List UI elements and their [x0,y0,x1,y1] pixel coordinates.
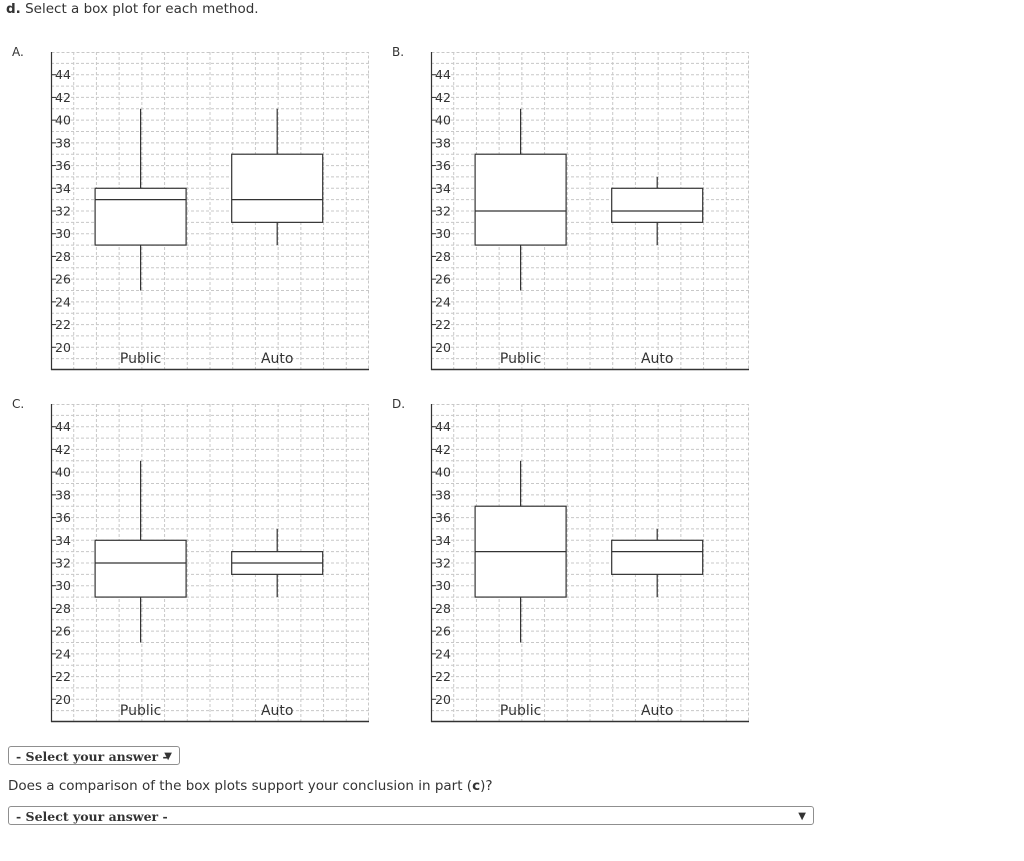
iqr-box [94,539,187,598]
question-text: Select a box plot for each method. [20,1,259,17]
box-auto [611,528,704,598]
y-tick-label: 44 [435,67,451,82]
y-tick-label: 30 [435,578,451,593]
y-tick-label: 38 [435,487,451,502]
y-tick-label: 34 [435,181,451,196]
comparison-question-end: )? [480,778,493,794]
option-d-label: D. [392,397,406,411]
y-tick-label: 36 [55,158,71,173]
y-tick-label: 28 [55,601,71,616]
y-tick-label: 42 [55,90,71,105]
y-tick-label: 26 [55,272,71,287]
box-public [474,460,567,643]
box-auto [231,528,324,598]
y-tick-label: 34 [55,533,71,548]
x-category-label: Auto [641,351,674,367]
y-tick-label: 40 [55,113,71,128]
y-tick-label: 20 [55,692,71,707]
y-tick-label: 40 [435,465,451,480]
y-tick-label: 24 [55,646,71,661]
x-category-label: Public [500,703,541,719]
y-tick-label: 36 [55,510,71,525]
option-b-label: B. [392,45,405,59]
y-tick-label: 22 [435,317,451,332]
y-tick-label: 28 [55,249,71,264]
conclusion-select[interactable]: - Select your answer - ▼ [8,806,814,825]
y-tick-label: 30 [435,226,451,241]
y-tick-label: 34 [435,533,451,548]
y-tick-label: 24 [55,294,71,309]
y-tick-label: 24 [435,646,451,661]
y-tick-label: 38 [55,487,71,502]
comparison-question-part: c [472,778,481,794]
box-auto [231,108,324,246]
y-tick-label: 42 [435,90,451,105]
y-tick-label: 20 [435,692,451,707]
box-public [474,108,567,291]
y-tick-label: 44 [55,419,71,434]
iqr-box [611,539,704,575]
y-tick-label: 28 [435,249,451,264]
y-tick-label: 32 [435,556,451,571]
x-category-label: Auto [641,703,674,719]
y-tick-label: 26 [55,624,71,639]
y-tick-label: 36 [435,158,451,173]
y-tick-label: 38 [435,135,451,150]
y-tick-label: 44 [435,419,451,434]
x-category-label: Public [120,703,161,719]
y-tick-label: 22 [435,669,451,684]
box-plot-a: 20 22 24 26 28 30 32 34 36 38 40 42 44 Public Auto [50,52,369,371]
box-public [94,460,187,643]
y-tick-label: 22 [55,669,71,684]
box-plot-b: 20 22 24 26 28 30 32 34 36 38 40 42 44 Public Auto [430,52,749,371]
conclusion-select-value: - Select your answer - [16,809,168,824]
y-tick-label: 42 [55,442,71,457]
y-tick-label: 34 [55,181,71,196]
iqr-box [231,153,324,223]
dropdown-arrow-icon: ▼ [798,811,806,822]
y-tick-label: 40 [435,113,451,128]
dropdown-arrow-icon: ▼ [164,751,172,762]
iqr-box [611,187,704,223]
y-tick-label: 20 [55,340,71,355]
box-plot-c: 20 22 24 26 28 30 32 34 36 38 40 42 44 Public Auto [50,404,369,723]
box-plot-select[interactable]: - Select your answer - ▼ [8,746,180,765]
option-a-label: A. [12,45,24,59]
comparison-question: Does a comparison of the box plots suppo… [8,778,493,794]
x-category-label: Public [500,351,541,367]
y-tick-label: 32 [55,556,71,571]
box-plot-d: 20 22 24 26 28 30 32 34 36 38 40 42 44 Public Auto [430,404,749,723]
y-tick-label: 30 [55,226,71,241]
y-tick-label: 42 [435,442,451,457]
iqr-box [474,153,567,246]
box-auto [611,176,704,246]
question-part-letter: d. [6,1,21,17]
comparison-question-text: Does a comparison of the box plots suppo… [8,778,473,794]
y-tick-label: 32 [55,204,71,219]
y-tick-label: 38 [55,135,71,150]
y-tick-label: 28 [435,601,451,616]
x-category-label: Auto [261,351,294,367]
y-tick-label: 26 [435,272,451,287]
y-tick-label: 40 [55,465,71,480]
y-tick-label: 20 [435,340,451,355]
y-tick-label: 32 [435,204,451,219]
box-plot-select-value: - Select your answer - [16,749,168,764]
y-tick-label: 36 [435,510,451,525]
y-tick-label: 22 [55,317,71,332]
y-tick-label: 30 [55,578,71,593]
x-category-label: Public [120,351,161,367]
question-prompt: d. Select a box plot for each method. [6,1,259,17]
iqr-box [94,187,187,246]
y-tick-label: 24 [435,294,451,309]
box-public [94,108,187,291]
option-c-label: C. [12,397,25,411]
y-tick-label: 26 [435,624,451,639]
y-tick-label: 44 [55,67,71,82]
x-category-label: Auto [261,703,294,719]
